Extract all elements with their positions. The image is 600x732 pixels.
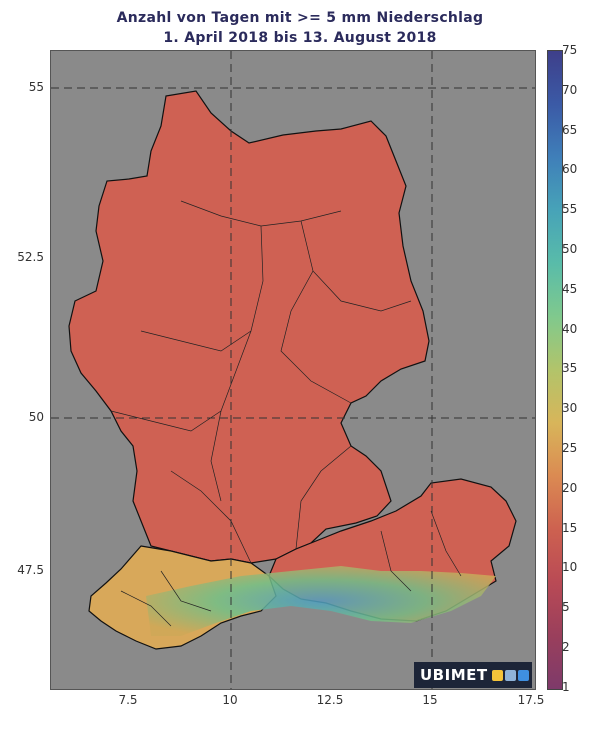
raindrop-icon	[517, 669, 529, 681]
colorbar-tick-label: 50	[562, 242, 578, 256]
colorbar-tick-label: 10	[562, 560, 578, 575]
colorbar-tick-label: 5	[562, 600, 570, 615]
x-tick-label: 10	[222, 693, 238, 707]
map-svg	[51, 51, 535, 689]
map-title-line1: Anzahl von Tagen mit >= 5 mm Niederschla…	[116, 10, 484, 26]
colorbar-tick-label: 75	[562, 43, 578, 57]
state-borders	[110, 200, 462, 627]
colorbar	[547, 50, 563, 690]
colorbar-tick-label: 15	[562, 520, 578, 535]
y-tick-label: 47.5	[17, 563, 44, 577]
colorbar-tick-label: 70	[562, 82, 578, 97]
logo-text: UBIMET	[420, 666, 488, 684]
colorbar-tick-label: 25	[562, 441, 578, 455]
x-tick-label: 7.5	[118, 693, 138, 707]
ubimet-logo: UBIMET	[414, 662, 532, 688]
colorbar-tick-label: 35	[562, 361, 578, 376]
colorbar-tick-label: 60	[562, 162, 578, 177]
x-tick-label: 12.5	[316, 693, 344, 707]
precipitation-map	[50, 50, 536, 690]
colorbar-tick-label: 1	[562, 679, 570, 694]
sun-icon	[491, 669, 503, 681]
alpine-precipitation-band	[146, 566, 496, 636]
colorbar-tick-label: 20	[562, 480, 578, 495]
cloud-icon	[504, 669, 516, 681]
colorbar-tick-label: 45	[562, 281, 578, 296]
colorbar-tick-label: 2	[562, 640, 570, 654]
colorbar-tick-label: 65	[562, 122, 578, 137]
x-tick-label: 15	[422, 693, 438, 707]
y-tick-label: 55	[28, 80, 44, 94]
y-tick-label: 52.5	[17, 250, 44, 264]
colorbar-tick-label: 40	[562, 321, 578, 336]
y-tick-label: 50	[28, 410, 44, 424]
logo-weather-icons	[491, 669, 529, 681]
map-title-line2: 1. April 2018 bis 13. August 2018	[163, 30, 437, 46]
colorbar-tick-label: 55	[562, 202, 578, 217]
colorbar-tick-label: 30	[562, 401, 578, 416]
x-tick-label: 17.5	[517, 693, 545, 707]
map-grid	[51, 51, 535, 689]
germany-region	[68, 90, 430, 564]
